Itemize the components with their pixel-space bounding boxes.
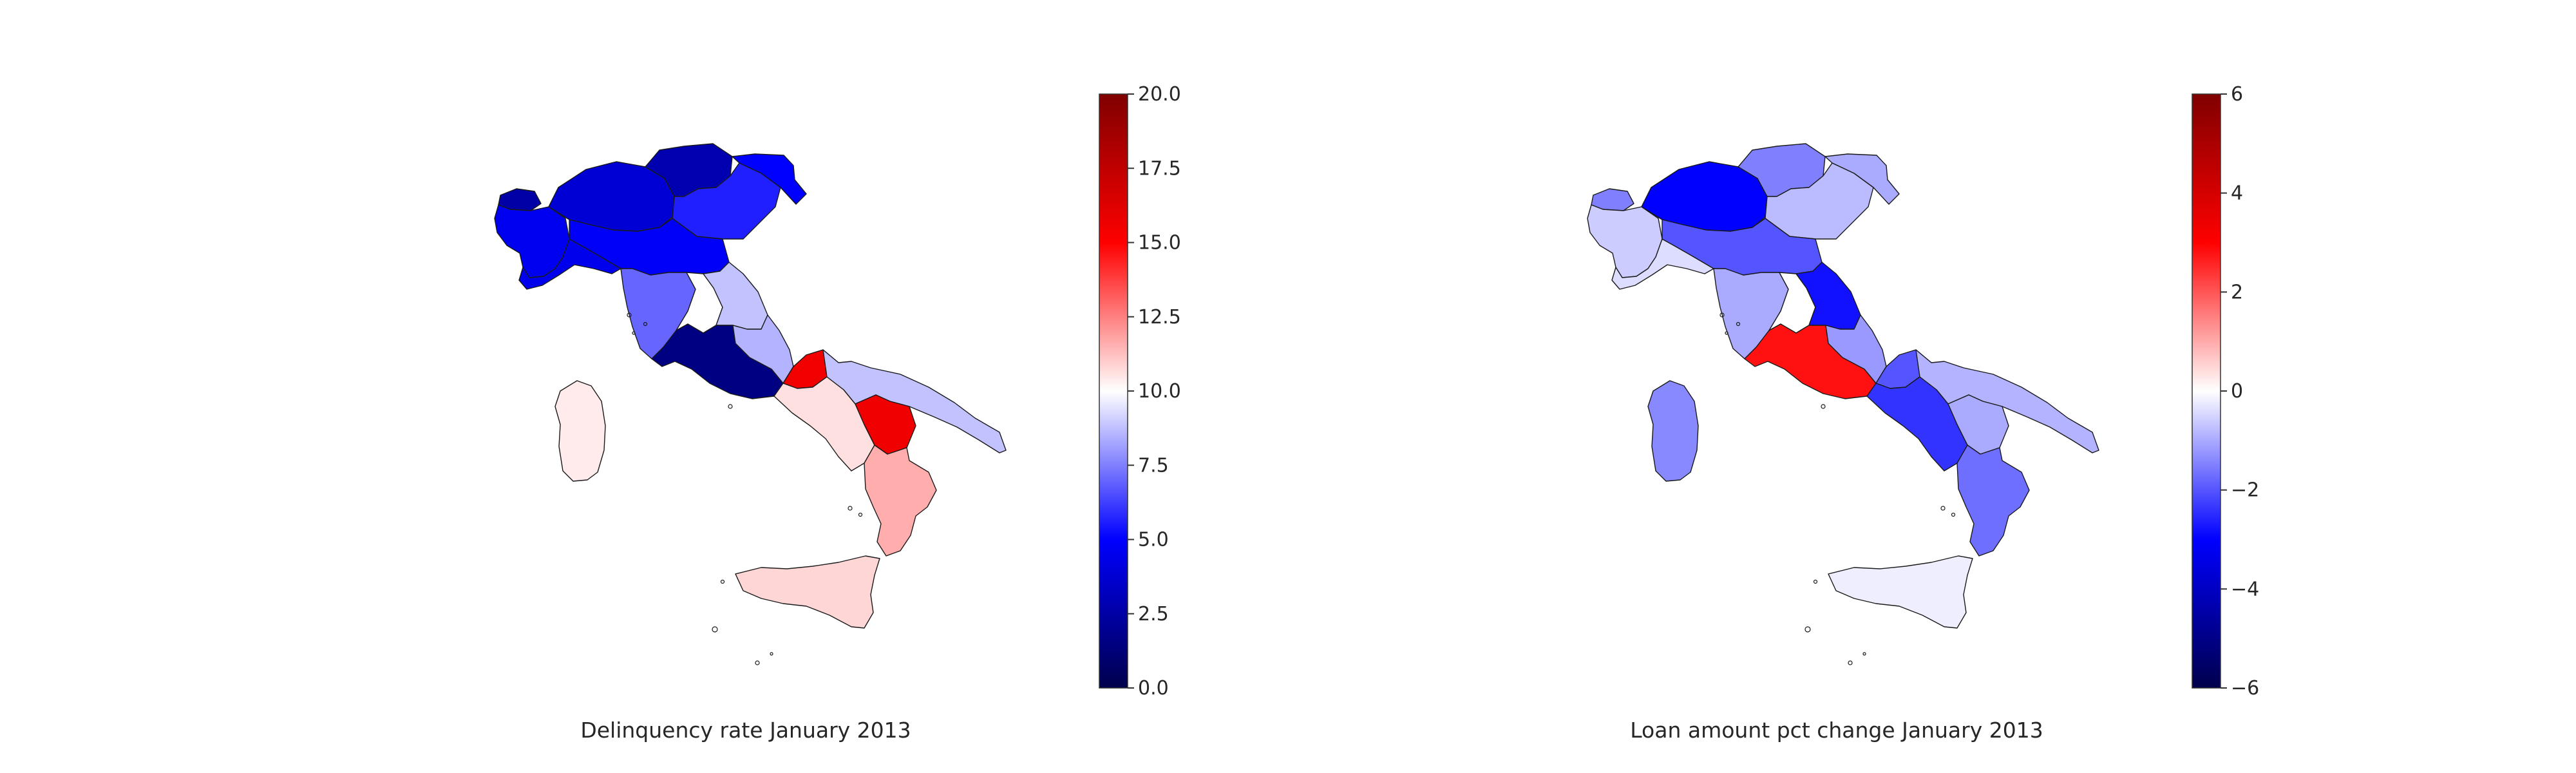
colorbar-tick-label: 6 [2231,83,2243,106]
colorbar-tick-label: 5.0 [1138,529,1169,551]
colorbar-tick-label: 7.5 [1138,454,1169,477]
left-colorbar-gradient [1099,93,1128,689]
colorbar-tick-label: 15.0 [1138,232,1181,254]
colorbar-tick-label: 20.0 [1138,83,1181,106]
region-calabria [1956,444,2030,557]
left-map [494,143,1007,665]
colorbar-tick-label: 2 [2231,281,2243,303]
colorbar-tick-label: 17.5 [1138,157,1181,180]
colorbar-tick-label: 0 [2231,380,2243,403]
right-map [1587,143,2099,665]
left-colorbar: 0.0 2.5 5.0 7.5 10.0 12.5 15.0 17.5 20.0 [1099,83,1181,700]
left-colorbar-ticks: 0.0 2.5 5.0 7.5 10.0 12.5 15.0 17.5 20.0 [1128,83,1181,700]
region-sardegna [1647,380,1699,482]
minor-islands [1719,312,1956,665]
colorbar-tick-label: 0.0 [1138,677,1169,700]
colorbar-tick-label: −4 [2231,578,2259,600]
colorbar-tick-label: −2 [2231,479,2259,502]
colorbar-tick-label: 2.5 [1138,603,1169,625]
right-colorbar: −6 −4 −2 0 2 4 6 [2192,83,2259,700]
right-colorbar-gradient [2192,93,2221,689]
region-sardegna [554,380,606,482]
colorbar-tick-label: 4 [2231,182,2243,205]
colorbar-tick-label: 10.0 [1138,380,1181,403]
region-calabria [864,444,937,557]
right-colorbar-ticks: −6 −4 −2 0 2 4 6 [2221,83,2259,700]
colorbar-tick-label: −6 [2231,677,2259,700]
minor-islands [627,312,863,665]
region-sicilia [1828,555,1973,629]
left-map-title: Delinquency rate January 2013 [580,718,911,743]
region-sicilia [735,555,880,629]
right-map-title: Loan amount pct change January 2013 [1630,718,2043,743]
colorbar-tick-label: 12.5 [1138,306,1181,329]
